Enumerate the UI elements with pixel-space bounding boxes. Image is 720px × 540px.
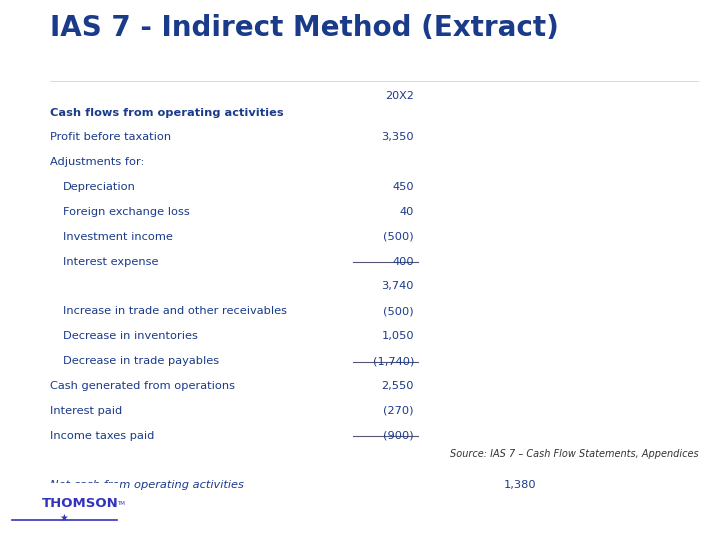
Text: Cash generated from operations: Cash generated from operations	[50, 381, 235, 391]
Text: (900): (900)	[383, 430, 414, 441]
Text: (1,740): (1,740)	[373, 356, 414, 366]
Text: Profit before taxation: Profit before taxation	[50, 132, 171, 143]
Text: 40: 40	[400, 207, 414, 217]
Text: THOMSON: THOMSON	[42, 497, 119, 510]
Text: 3,350: 3,350	[382, 132, 414, 143]
Text: 450: 450	[392, 182, 414, 192]
Text: Interest expense: Interest expense	[63, 256, 159, 267]
Text: Interest paid: Interest paid	[50, 406, 122, 416]
Text: ★: ★	[59, 513, 68, 523]
Text: (270): (270)	[384, 406, 414, 416]
Text: Increase in trade and other receivables: Increase in trade and other receivables	[63, 306, 287, 316]
Text: IAS 7 - Indirect Method (Extract): IAS 7 - Indirect Method (Extract)	[50, 15, 559, 42]
Text: 2,550: 2,550	[382, 381, 414, 391]
Text: Depreciation: Depreciation	[63, 182, 136, 192]
Text: 20X2: 20X2	[385, 91, 414, 101]
Text: Adjustments for:: Adjustments for:	[50, 157, 145, 167]
Text: 1,380: 1,380	[504, 480, 536, 490]
Text: Income taxes paid: Income taxes paid	[50, 430, 155, 441]
Text: Net cash from operating activities: Net cash from operating activities	[50, 480, 244, 490]
Bar	[9, 483, 120, 535]
Text: TM: TM	[117, 502, 125, 507]
Text: Decrease in trade payables: Decrease in trade payables	[63, 356, 220, 366]
Text: Investment income: Investment income	[63, 232, 174, 242]
Text: Cash flows from operating activities: Cash flows from operating activities	[50, 107, 284, 118]
Text: Decrease in inventories: Decrease in inventories	[63, 331, 198, 341]
Text: 1,050: 1,050	[382, 331, 414, 341]
Text: (500): (500)	[383, 306, 414, 316]
Text: (500): (500)	[383, 232, 414, 242]
Text: 400: 400	[392, 256, 414, 267]
Text: Source: IAS 7 – Cash Flow Statements, Appendices: Source: IAS 7 – Cash Flow Statements, Ap…	[450, 449, 698, 459]
Text: 3,740: 3,740	[382, 281, 414, 292]
Text: Foreign exchange loss: Foreign exchange loss	[63, 207, 190, 217]
Text: Use with Global Financial Accounting and Reporting ISBN 1-84480-265-5
© 2005 Pet: Use with Global Financial Accounting and…	[219, 494, 573, 518]
